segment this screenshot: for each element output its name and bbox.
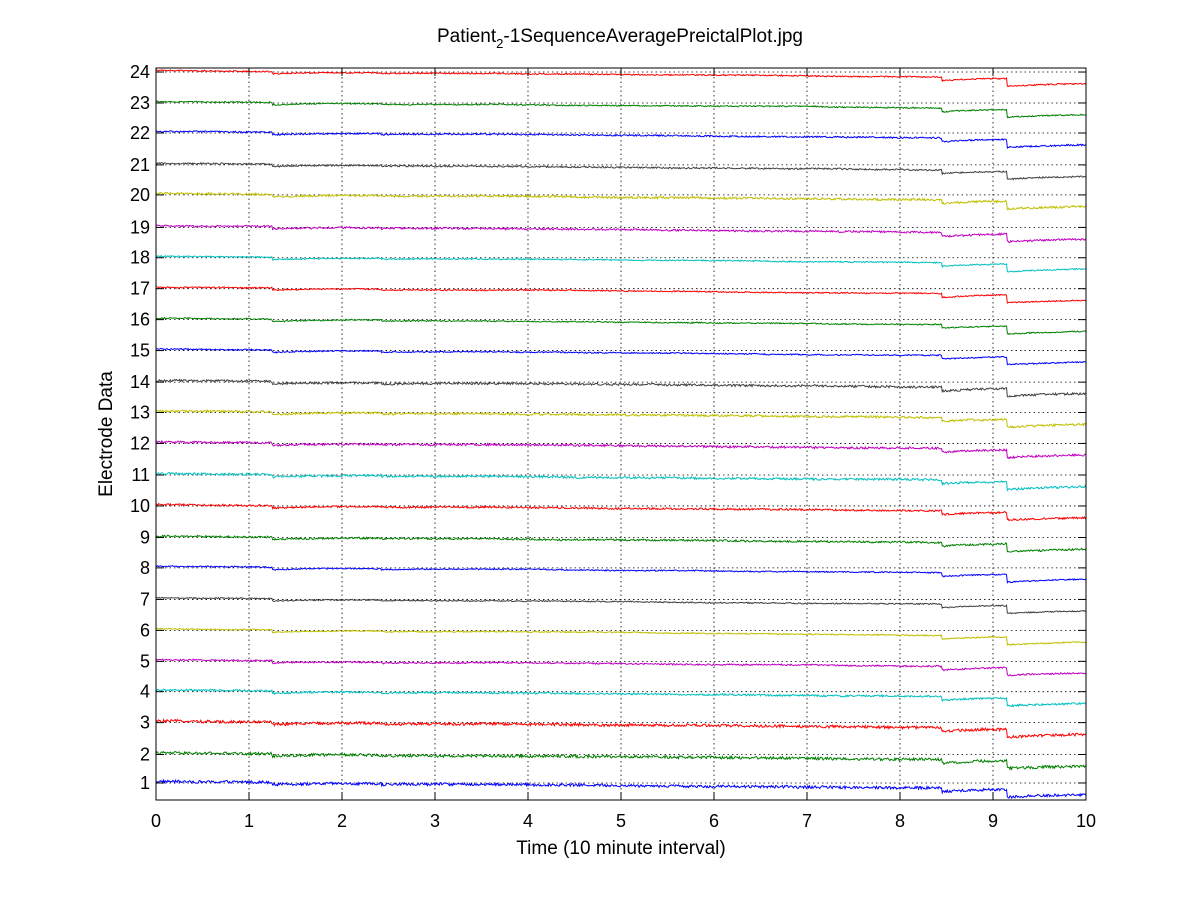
- electrode-trace-18: [156, 254, 1086, 273]
- y-tick-label: 16: [130, 310, 150, 330]
- x-tick-label: 5: [616, 811, 626, 831]
- y-tick-label: 3: [140, 713, 150, 733]
- x-tick-label: 4: [523, 811, 533, 831]
- y-tick-label: 22: [130, 123, 150, 143]
- grid-layer: [156, 68, 1086, 800]
- x-tick-label: 2: [337, 811, 347, 831]
- electrode-trace-5: [156, 658, 1086, 677]
- x-tick-label: 9: [988, 811, 998, 831]
- y-tick-label: 14: [130, 372, 150, 392]
- electrode-trace-13: [156, 408, 1086, 429]
- y-tick-label: 6: [140, 620, 150, 640]
- electrode-trace-2: [156, 750, 1086, 771]
- chart-title-subscript: 2: [496, 36, 503, 51]
- electrode-trace-6: [156, 627, 1086, 646]
- y-tick-label: 20: [130, 185, 150, 205]
- y-tick-label: 13: [130, 402, 150, 422]
- electrode-trace-17: [156, 286, 1086, 304]
- electrode-trace-12: [156, 439, 1086, 460]
- electrode-trace-15: [156, 347, 1086, 366]
- y-tick-label: 8: [140, 558, 150, 578]
- x-tick-label: 6: [709, 811, 719, 831]
- electrode-trace-20: [156, 191, 1086, 211]
- chart-title: Patient2-1SequenceAveragePreictalPlot.jp…: [437, 26, 803, 51]
- x-axis-label: Time (10 minute interval): [516, 838, 725, 859]
- electrode-trace-19: [156, 224, 1086, 244]
- y-tick-label: 2: [140, 745, 150, 765]
- y-tick-label: 9: [140, 528, 150, 548]
- electrode-trace-3: [156, 718, 1086, 740]
- electrode-trace-7: [156, 596, 1086, 615]
- electrode-trace-14: [156, 378, 1086, 398]
- x-tick-label: 1: [244, 811, 254, 831]
- x-tick-label: 8: [895, 811, 905, 831]
- y-tick-label: 24: [130, 62, 150, 82]
- y-tick-label: 5: [140, 651, 150, 671]
- electrode-trace-11: [156, 471, 1086, 492]
- y-tick-label: 10: [130, 496, 150, 516]
- electrode-trace-1: [156, 778, 1086, 800]
- electrode-trace-9: [156, 534, 1086, 553]
- y-tick-label: 12: [130, 433, 150, 453]
- y-tick-label: 15: [130, 341, 150, 361]
- chart-title-main: Patient: [437, 26, 497, 47]
- electrode-trace-16: [156, 316, 1086, 335]
- x-tick-label: 0: [151, 811, 161, 831]
- electrode-trace-4: [156, 688, 1086, 708]
- electrode-trace-22: [156, 130, 1086, 149]
- y-tick-label: 11: [131, 465, 150, 485]
- y-tick-label: 7: [140, 589, 150, 609]
- series-layer: [156, 69, 1086, 800]
- y-axis-label: Electrode Data: [96, 371, 117, 497]
- tick-layer: 0 1 2 3 4 5 6 7 8 9 101234567891011121314151617181…: [130, 62, 1096, 831]
- chart-title-rest: -1SequenceAveragePreictalPlot.jpg: [503, 26, 803, 47]
- x-tick-label: 7: [802, 811, 812, 831]
- electrode-trace-21: [156, 161, 1086, 181]
- electrode-trace-23: [156, 100, 1086, 119]
- y-tick-label: 23: [130, 93, 150, 113]
- x-tick-label: 10: [1076, 811, 1096, 831]
- x-tick-label: 3: [430, 811, 440, 831]
- y-tick-label: 18: [130, 248, 150, 268]
- electrode-trace-8: [156, 565, 1086, 584]
- y-tick-label: 1: [140, 773, 150, 793]
- electrode-trace-10: [156, 502, 1086, 522]
- y-tick-label: 19: [130, 217, 150, 237]
- y-tick-label: 17: [130, 279, 150, 299]
- y-tick-label: 21: [130, 155, 150, 175]
- y-tick-label: 4: [140, 682, 150, 702]
